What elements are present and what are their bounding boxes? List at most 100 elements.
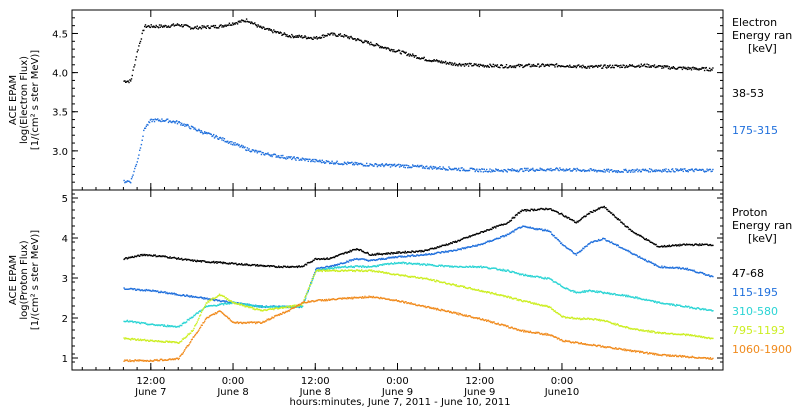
- proton-data-point: [592, 240, 595, 243]
- proton-data-point: [593, 210, 596, 212]
- proton-data-point: [390, 273, 392, 276]
- electron-data-point: [168, 26, 170, 28]
- proton-data-point: [476, 245, 478, 247]
- proton-data-point: [381, 297, 383, 300]
- proton-data-point: [447, 310, 449, 312]
- proton-data-point: [210, 314, 212, 316]
- proton-data-point: [268, 265, 271, 268]
- proton-data-point: [407, 302, 410, 304]
- proton-data-point: [135, 360, 138, 362]
- electron-data-point: [267, 152, 269, 154]
- electron-data-point: [276, 155, 278, 157]
- electron-data-point: [669, 170, 671, 173]
- proton-data-point: [579, 317, 581, 319]
- proton-data-point: [162, 291, 165, 294]
- proton-data-point: [351, 249, 353, 252]
- electron-data-point: [225, 140, 227, 143]
- proton-data-point: [372, 295, 374, 298]
- proton-data-point: [595, 209, 597, 211]
- proton-data-point: [596, 240, 598, 242]
- proton-data-point: [286, 311, 288, 313]
- electron-data-point: [372, 165, 374, 167]
- proton-data-point: [264, 309, 266, 311]
- electron-data-point: [412, 54, 415, 57]
- proton-data-point: [532, 276, 535, 278]
- proton-data-point: [478, 290, 480, 292]
- electron-data-point: [369, 43, 371, 46]
- proton-data-point: [495, 237, 498, 240]
- proton-data-point: [417, 254, 419, 256]
- proton-data-point: [297, 265, 300, 268]
- electron-data-point: [316, 160, 318, 163]
- electron-data-point: [193, 128, 195, 130]
- electron-data-point: [192, 126, 194, 128]
- proton-data-point: [460, 238, 462, 241]
- proton-data-point: [185, 336, 188, 338]
- proton-data-point: [373, 265, 375, 268]
- proton-data-point: [552, 235, 554, 237]
- proton-data-point: [619, 325, 621, 327]
- electron-data-point: [622, 64, 624, 66]
- proton-data-point: [511, 217, 513, 219]
- proton-data-point: [444, 244, 446, 246]
- proton-data-point: [380, 258, 382, 261]
- proton-data-point: [666, 303, 669, 305]
- electron-data-point: [542, 169, 544, 171]
- proton-data-point: [261, 322, 263, 324]
- proton-data-point: [269, 265, 272, 267]
- proton-legend-title-3: [keV]: [748, 232, 777, 245]
- proton-data-point: [484, 242, 486, 245]
- proton-data-point: [520, 274, 522, 276]
- proton-data-point: [317, 269, 319, 271]
- proton-data-point: [221, 300, 223, 302]
- proton-data-point: [577, 291, 579, 294]
- proton-data-point: [413, 262, 416, 265]
- electron-data-point: [697, 169, 699, 171]
- proton-data-point: [636, 328, 638, 330]
- proton-data-point: [583, 291, 585, 293]
- electron-data-point: [361, 41, 364, 44]
- proton-data-point: [309, 285, 311, 287]
- proton-data-point: [383, 264, 385, 266]
- proton-data-point: [347, 296, 349, 299]
- electron-data-point: [428, 59, 430, 62]
- proton-data-point: [393, 273, 395, 275]
- proton-data-point: [463, 237, 466, 239]
- proton-data-point: [314, 300, 316, 302]
- proton-data-point: [658, 266, 661, 268]
- electron-data-point: [625, 64, 628, 67]
- proton-data-point: [434, 280, 436, 283]
- electron-data-point: [227, 140, 229, 142]
- proton-data-point: [489, 228, 491, 231]
- proton-data-point: [287, 310, 289, 312]
- proton-data-point: [241, 302, 243, 304]
- proton-data-point: [560, 212, 563, 215]
- proton-data-point: [378, 258, 380, 260]
- proton-data-point: [469, 265, 471, 268]
- electron-data-point: [335, 35, 337, 37]
- proton-data-point: [138, 255, 140, 257]
- proton-data-point: [220, 311, 222, 313]
- proton-data-point: [515, 213, 517, 216]
- proton-data-point: [458, 285, 461, 288]
- proton-data-point: [464, 247, 467, 250]
- proton-data-point: [446, 265, 448, 267]
- proton-data-point: [602, 292, 604, 294]
- proton-data-point: [312, 300, 314, 302]
- electron-data-point: [536, 168, 538, 171]
- electron-data-point: [307, 160, 309, 162]
- proton-series-47-68: [123, 205, 714, 269]
- proton-data-point: [219, 300, 221, 303]
- proton-data-point: [278, 307, 281, 309]
- electron-ylabel-line2: log(Electron Flux): [19, 56, 30, 144]
- proton-data-point: [286, 305, 288, 308]
- proton-data-point: [599, 290, 601, 293]
- proton-data-point: [393, 257, 396, 259]
- proton-data-point: [216, 296, 218, 298]
- proton-data-point: [265, 265, 268, 267]
- proton-data-point: [543, 229, 545, 232]
- proton-data-point: [430, 278, 432, 280]
- electron-data-point: [211, 25, 213, 27]
- electron-data-point: [144, 24, 147, 26]
- electron-data-point: [458, 167, 460, 170]
